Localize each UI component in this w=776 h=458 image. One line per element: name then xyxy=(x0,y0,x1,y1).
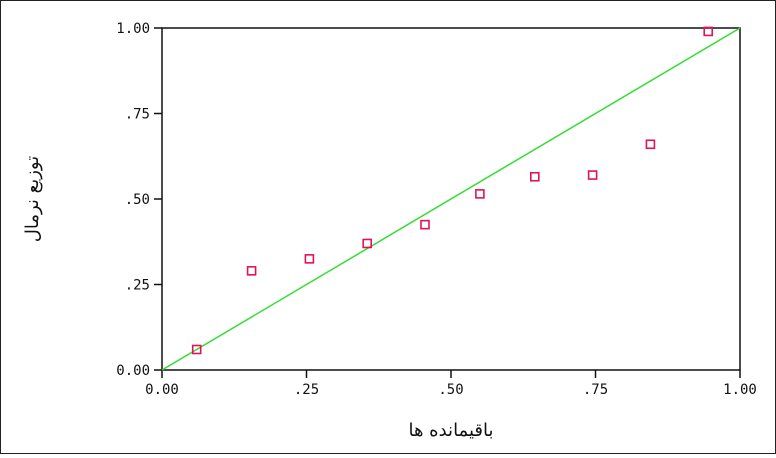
x-axis: 0.00 .25 .50 .75 1.00 xyxy=(145,370,757,398)
reference-line xyxy=(161,27,741,371)
y-tick-label: .25 xyxy=(125,278,150,294)
y-tick-label: 1.00 xyxy=(116,21,150,37)
data-point xyxy=(191,344,202,355)
y-tick-label: .50 xyxy=(125,192,150,208)
y-tick-label: 0.00 xyxy=(116,363,150,379)
x-axis-title: باقیمانده ها xyxy=(408,420,493,441)
data-points xyxy=(191,26,714,355)
data-point xyxy=(645,139,656,150)
x-tick-label: 1.00 xyxy=(723,382,757,398)
data-point xyxy=(362,238,372,249)
data-point xyxy=(304,254,315,264)
x-tick-label: 0.00 xyxy=(145,382,179,398)
data-point xyxy=(703,26,714,37)
data-point xyxy=(475,189,485,199)
x-tick-label: .75 xyxy=(583,382,608,398)
data-point xyxy=(246,266,257,276)
data-point xyxy=(530,171,540,182)
data-point xyxy=(587,170,598,180)
y-axis: 0.00 .25 .50 .75 1.00 xyxy=(116,21,162,379)
y-axis-title: توزیع نرمال xyxy=(22,156,43,242)
x-tick-label: .50 xyxy=(438,382,463,398)
data-point xyxy=(420,219,430,230)
y-tick-label: .75 xyxy=(125,107,150,123)
x-tick-label: .25 xyxy=(294,382,319,398)
